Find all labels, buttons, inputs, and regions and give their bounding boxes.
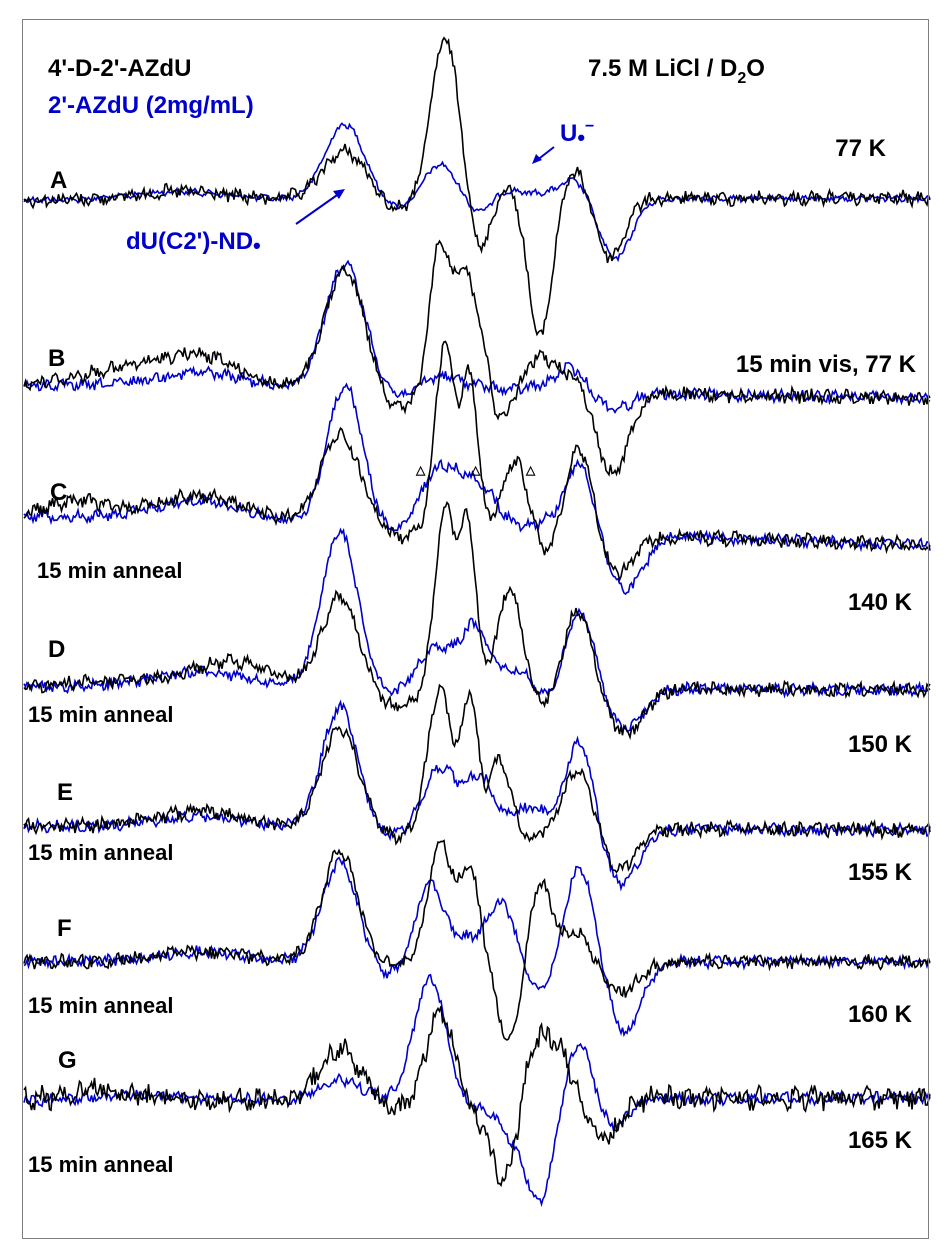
- panel-label: E: [57, 779, 73, 806]
- chart-title-tail: O: [746, 55, 765, 82]
- panel-label: F: [57, 915, 72, 942]
- chart-title: 7.5 M LiCl / D2O: [588, 55, 765, 87]
- panel-label: D: [48, 636, 65, 663]
- panel-condition: 15 min vis, 77 K: [736, 351, 917, 378]
- blue-spectrum-D: [23, 527, 931, 735]
- black-spectrum-F: [23, 839, 931, 1041]
- panel-label: B: [48, 345, 65, 372]
- peak-marker: △: [415, 463, 426, 477]
- annotation-nd-arrowhead: [333, 189, 345, 199]
- panel-condition: 155 K: [848, 859, 913, 886]
- blue-spectrum-C: [23, 382, 931, 596]
- panel-note: 15 min anneal: [28, 993, 174, 1018]
- legend-entry-blue: 2'-AZdU (2mg/mL): [48, 92, 254, 119]
- figure-frame: [22, 19, 929, 1239]
- panel-condition: 160 K: [848, 1001, 913, 1028]
- panel-label: G: [58, 1047, 77, 1074]
- panel-condition: 165 K: [848, 1127, 913, 1154]
- annotation-nd-dot: •: [253, 233, 261, 258]
- annotation-u-charge: −: [585, 118, 594, 135]
- annotation-nd-radical: dU(C2')-ND•: [126, 228, 261, 258]
- black-spectrum-E: [23, 683, 931, 874]
- panel-label: C: [50, 479, 67, 506]
- annotation-nd-arrow: [295, 192, 341, 225]
- annotation-u-label: U: [560, 120, 577, 147]
- panel-condition: 150 K: [848, 731, 913, 758]
- annotation-nd-label: dU(C2')-ND: [126, 228, 253, 255]
- panel-condition: 77 K: [835, 135, 886, 162]
- black-spectrum-G: [23, 1005, 931, 1188]
- panel-condition: 140 K: [848, 589, 913, 616]
- black-spectrum-D: [23, 501, 931, 741]
- panel-note: 15 min anneal: [28, 702, 174, 727]
- spectra-traces: [23, 36, 931, 1208]
- annotation-u-radical: U•−: [560, 118, 594, 150]
- black-spectrum-B: [23, 239, 931, 477]
- panel-label: A: [50, 167, 67, 194]
- annotation-u-dot: •: [577, 125, 585, 150]
- peak-marker: △: [470, 463, 481, 477]
- black-spectrum-A: [23, 36, 931, 337]
- legend-entry-black: 4'-D-2'-AZdU: [48, 55, 191, 82]
- panel-note: 15 min anneal: [28, 1152, 174, 1177]
- annotation-u-arrowhead: [532, 154, 542, 164]
- panel-note: 15 min anneal: [37, 558, 183, 583]
- panel-note: 15 min anneal: [28, 840, 174, 865]
- chart-title-subscript: 2: [737, 70, 746, 87]
- black-spectrum-C: [23, 340, 931, 583]
- peak-marker: △: [525, 463, 536, 477]
- chart-title-main: 7.5 M LiCl / D: [588, 55, 737, 82]
